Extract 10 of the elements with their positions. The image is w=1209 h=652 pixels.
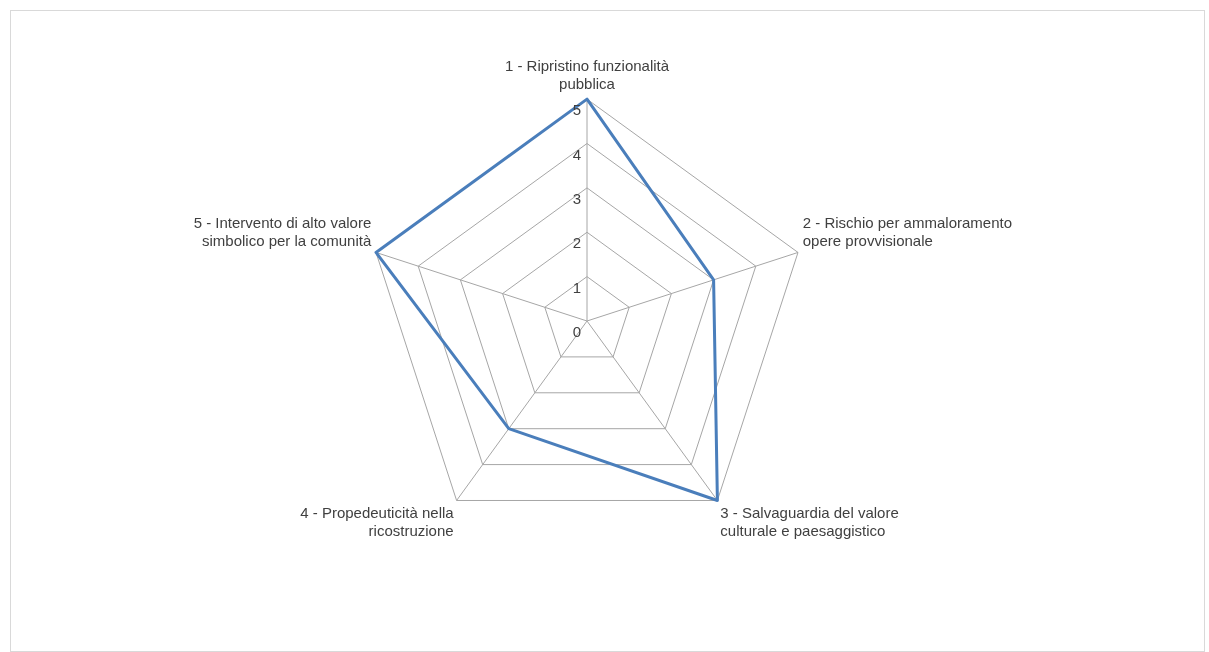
spoke-label: 2 - Rischio per ammaloramento opere provvisionale <box>802 214 1012 250</box>
spoke-label: 1 - Ripristino funzionalità pubblica <box>504 57 670 93</box>
y-tick-label: 1 <box>572 278 581 296</box>
y-tick-label: 2 <box>572 234 581 252</box>
y-tick-label: 3 <box>572 190 581 208</box>
spoke-label: 5 - Intervento di alto valore simbolico per la comunità <box>193 214 372 250</box>
spoke-label: 3 - Salvaguardia del valore culturale e paesaggistico <box>720 503 899 539</box>
spoke-label: 4 - Propedeuticità nella ricostruzione <box>300 503 455 539</box>
y-tick-label: 4 <box>572 145 581 163</box>
y-tick-label: 0 <box>572 323 581 341</box>
